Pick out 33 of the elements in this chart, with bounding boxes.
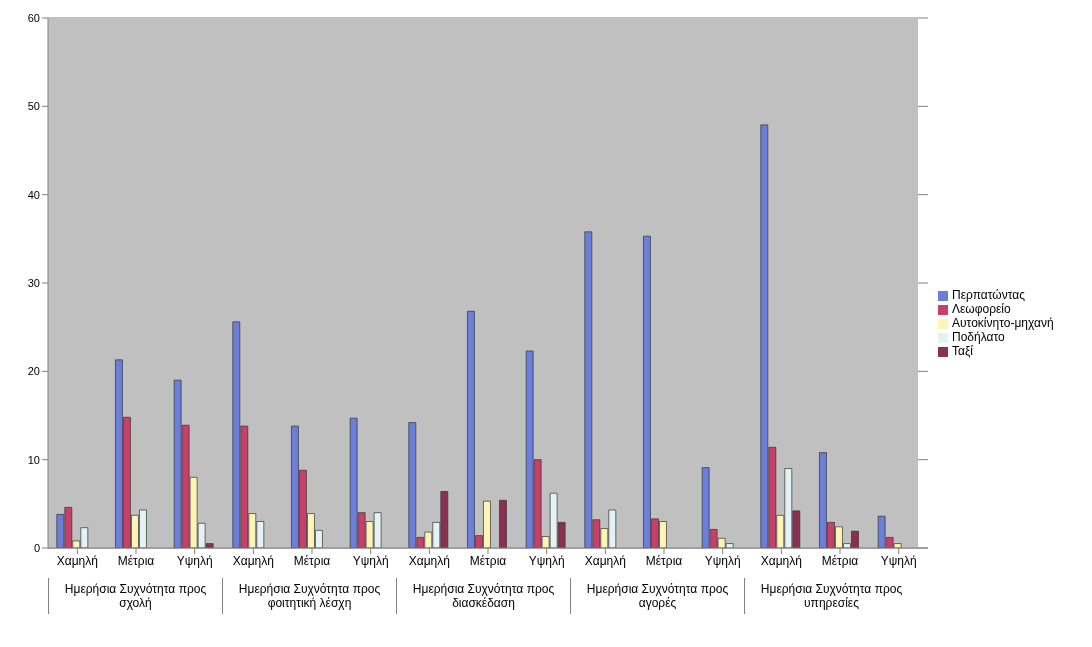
x-tick-label: Μέτρια — [117, 553, 155, 568]
x-tick-label: Μέτρια — [293, 553, 331, 568]
legend-label: Περπατώντας — [952, 288, 1025, 302]
legend-label: Λεωφορείο — [952, 302, 1011, 316]
y-tick-label: 20 — [27, 365, 40, 378]
y-tick-label: 60 — [27, 11, 40, 24]
text: Ημερήσια Συχνότητα προς αγορές — [570, 578, 744, 614]
x-tick-label: Υψηλή — [880, 553, 917, 568]
y-tick-label: 30 — [27, 276, 40, 289]
legend-label: Ποδήλατο — [952, 330, 1005, 344]
y-tick-label: 50 — [27, 100, 40, 113]
x-tick-label: Υψηλή — [528, 553, 565, 568]
x-tick-label: Χαμηλή — [232, 553, 274, 568]
x-tick-label: Υψηλή — [352, 553, 389, 568]
y-tick-label: 0 — [33, 541, 40, 554]
x-tick-label: Μέτρια — [645, 553, 683, 568]
text: Ημερήσια Συχνότητα προς σχολή — [48, 578, 222, 614]
legend-label: Ταξί — [952, 344, 973, 358]
x-tick-label: Χαμηλή — [56, 553, 98, 568]
x-tick-label: Μέτρια — [469, 553, 507, 568]
x-tick-label: Μέτρια — [821, 553, 859, 568]
x-tick-label: Υψηλή — [704, 553, 741, 568]
text: Ημερήσια Συχνότητα προς υπηρεσίες — [744, 578, 918, 614]
legend-label: Αυτοκίνητο-μηχανή — [952, 316, 1054, 330]
x-tick-label: Χαμηλή — [408, 553, 450, 568]
x-tick-label: Χαμηλή — [760, 553, 802, 568]
y-tick-label: 10 — [27, 453, 40, 466]
text: Ημερήσια Συχνότητα προς διασκέδαση — [396, 578, 570, 614]
text: Ημερήσια Συχνότητα προς φοιτητική λέσχη — [222, 578, 396, 614]
y-tick-label: 40 — [27, 188, 40, 201]
x-tick-label: Υψηλή — [176, 553, 213, 568]
x-tick-label: Χαμηλή — [584, 553, 626, 568]
bar — [499, 499, 507, 548]
